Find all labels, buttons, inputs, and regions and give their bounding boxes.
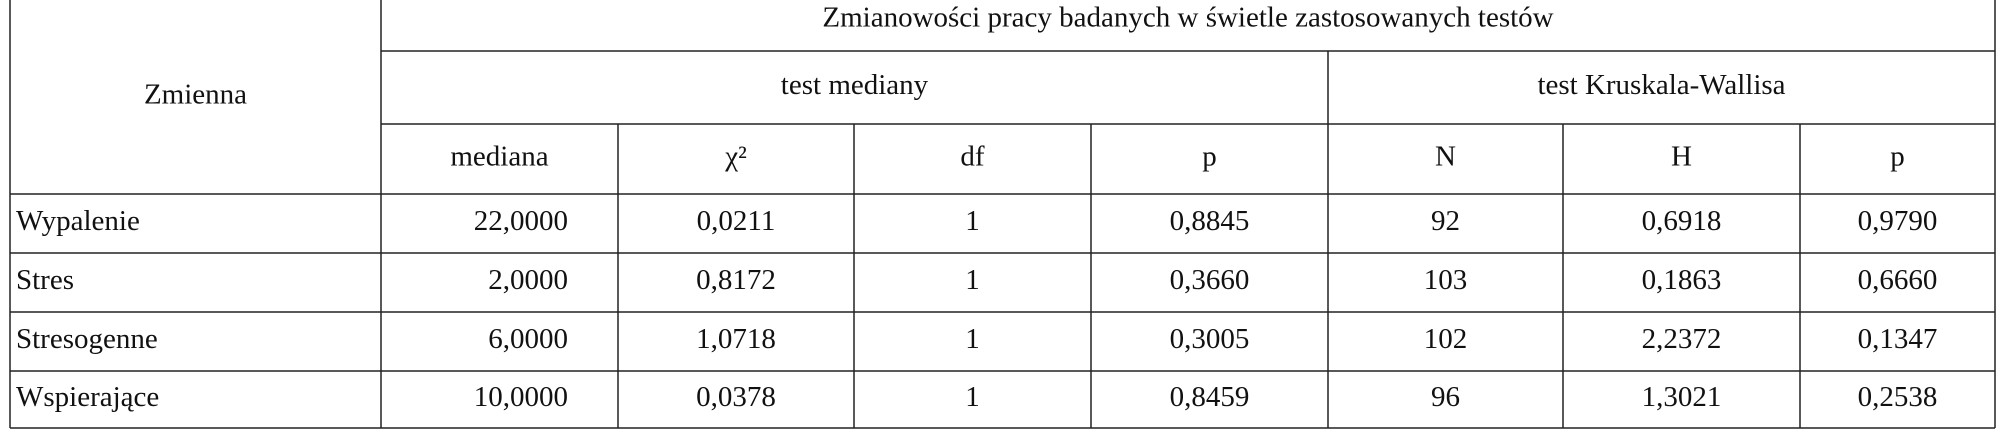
table-title: Zmianowości pracy badanych w świetle zas… xyxy=(822,2,1553,34)
cell: 10,0000 xyxy=(474,381,568,413)
cell: 0,2538 xyxy=(1858,381,1938,413)
cell: 0,0378 xyxy=(696,381,776,413)
cell: 1 xyxy=(965,323,980,355)
group-header: test Kruskala-Wallisa xyxy=(1537,69,1785,101)
cell: 0,6918 xyxy=(1642,205,1722,237)
cell: 96 xyxy=(1431,381,1460,413)
column-header: mediana xyxy=(450,141,548,173)
cell: 0,8172 xyxy=(696,264,776,296)
cell: 1,3021 xyxy=(1642,381,1722,413)
column-header: H xyxy=(1671,141,1692,173)
cell: 2,2372 xyxy=(1642,323,1722,355)
cell: 0,3005 xyxy=(1170,323,1250,355)
cell: 1 xyxy=(965,381,980,413)
group-header: test mediany xyxy=(781,69,929,101)
cell: 0,8459 xyxy=(1170,381,1250,413)
column-header: p xyxy=(1890,141,1905,173)
cell: 92 xyxy=(1431,205,1460,237)
cell: 0,0211 xyxy=(697,205,776,237)
cell: 0,6660 xyxy=(1858,264,1938,296)
row-label: Wspierające xyxy=(16,381,159,413)
row-header: Zmienna xyxy=(144,79,247,111)
cell: 22,0000 xyxy=(474,205,568,237)
column-header: χ² xyxy=(724,141,747,173)
cell: 103 xyxy=(1424,264,1468,296)
row-label: Stres xyxy=(16,264,74,296)
cell: 0,8845 xyxy=(1170,205,1250,237)
column-header: p xyxy=(1202,141,1217,173)
row-label: Stresogenne xyxy=(16,323,158,355)
cell: 2,0000 xyxy=(488,264,568,296)
column-header: N xyxy=(1435,141,1456,173)
cell: 1 xyxy=(965,264,980,296)
cell: 102 xyxy=(1424,323,1468,355)
cell: 1 xyxy=(965,205,980,237)
cell: 0,1863 xyxy=(1642,264,1722,296)
cell: 0,9790 xyxy=(1858,205,1938,237)
cell: 0,1347 xyxy=(1858,323,1938,355)
cell: 6,0000 xyxy=(488,323,568,355)
cell: 1,0718 xyxy=(696,323,776,355)
column-header: df xyxy=(960,141,985,173)
cell: 0,3660 xyxy=(1170,264,1250,296)
row-label: Wypalenie xyxy=(16,205,140,237)
